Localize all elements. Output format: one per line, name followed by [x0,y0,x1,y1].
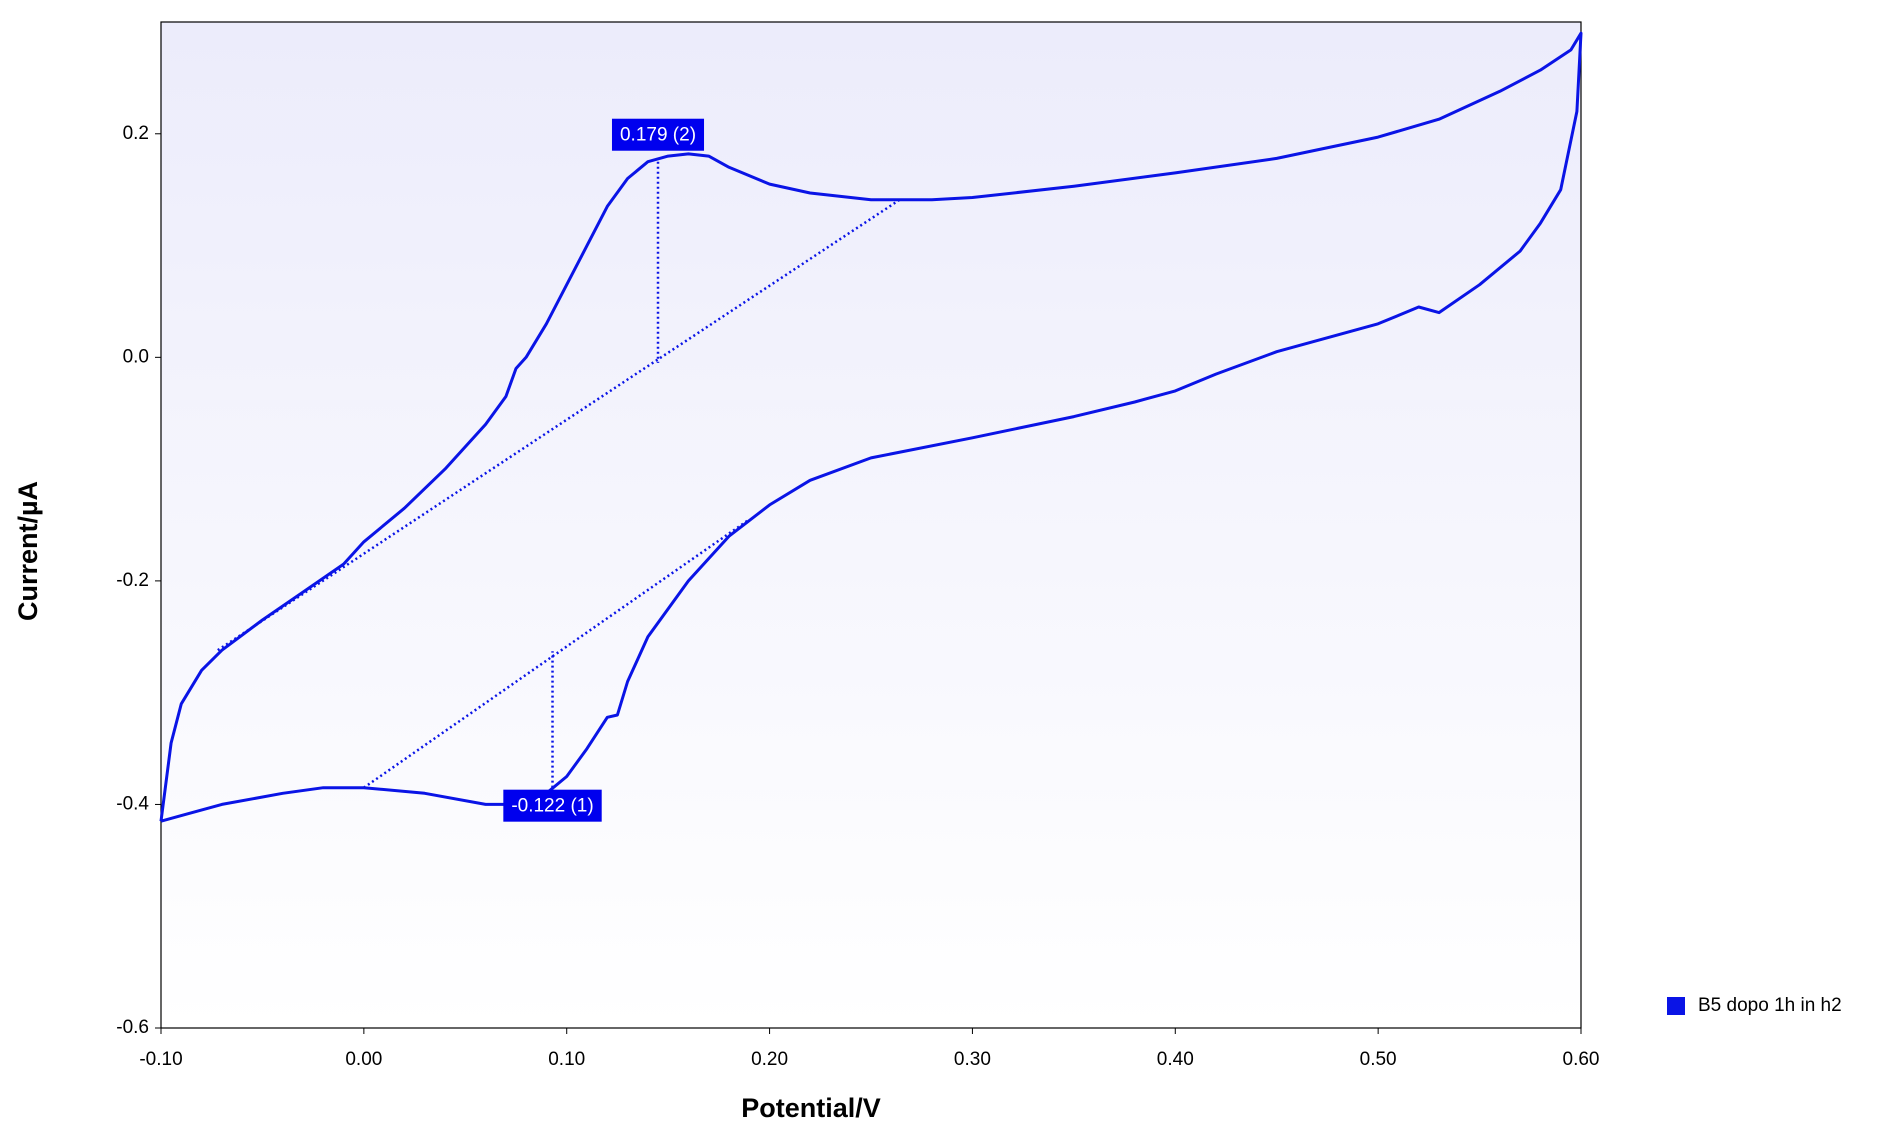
legend-swatch [1667,997,1685,1015]
x-tick-label: 0.50 [1360,1049,1397,1070]
legend-label: B5 dopo 1h in h2 [1698,995,1842,1016]
x-tick-label: 0.40 [1157,1049,1194,1070]
peak-label: -0.122 (1) [511,796,593,817]
peak-annotation: 0.179 (2) [611,118,705,151]
data-line [159,31,1583,823]
peak-annotation: -0.122 (1) [503,789,602,822]
x-tick-label: 0.00 [345,1049,382,1070]
plot-area [160,21,1582,1029]
y-tick-label: -0.4 [116,793,149,814]
x-tick-label: 0.30 [954,1049,991,1070]
y-tick-label: 0.2 [123,123,149,144]
y-tick-label: -0.6 [116,1017,149,1038]
peak-label-box [611,118,705,151]
x-tick-label: 0.60 [1563,1049,1600,1070]
y-tick-label: 0.0 [123,346,149,367]
x-tick-label: -0.10 [139,1049,182,1070]
y-tick-label: -0.2 [116,570,149,591]
peak-label: 0.179 (2) [620,125,696,146]
peak-label-box [503,789,602,822]
peak-baseline [217,197,903,652]
peak-baseline [363,518,750,789]
x-tick-label: 0.10 [548,1049,585,1070]
x-tick-label: 0.20 [751,1049,788,1070]
x-axis-title: Potential/V [741,1093,881,1123]
y-axis-title: Current/µA [13,481,43,621]
